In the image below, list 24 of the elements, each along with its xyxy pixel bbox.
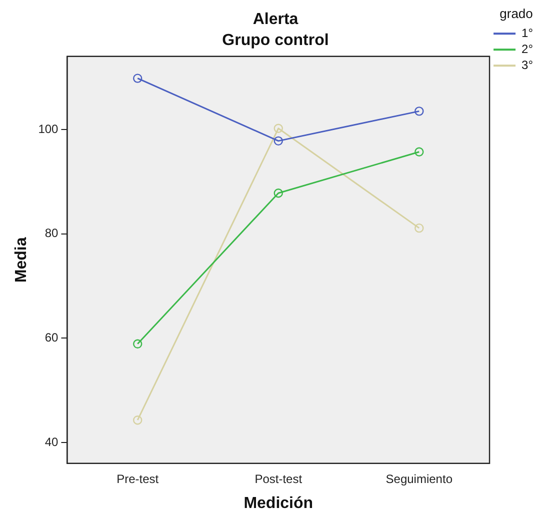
y-tick-label: 80 xyxy=(44,226,59,240)
x-axis-title: Medición xyxy=(244,494,314,512)
y-tick-label: 40 xyxy=(44,434,59,449)
point xyxy=(414,106,424,116)
y-tick-label: 100 xyxy=(38,122,59,136)
legend-label: 1° xyxy=(522,26,534,40)
x-tick-label: Pre-test xyxy=(116,472,160,486)
chart-subtitle: Grupo control xyxy=(222,32,329,50)
point xyxy=(274,136,283,146)
y-axis-title: Media xyxy=(13,237,30,283)
point xyxy=(133,415,142,425)
point xyxy=(414,147,424,156)
point xyxy=(274,124,283,134)
legend-label: 2° xyxy=(522,42,534,56)
x-tick-label: Seguimiento xyxy=(386,472,453,486)
x-tick-label: Post-test xyxy=(254,472,303,486)
chart-title: Alerta xyxy=(252,11,298,28)
y-tick-label: 60 xyxy=(44,330,59,344)
point xyxy=(133,74,142,83)
legend-label: 3° xyxy=(522,58,534,72)
legend-title: grado xyxy=(500,6,533,22)
point xyxy=(414,223,424,233)
point xyxy=(274,188,283,198)
point xyxy=(133,339,142,349)
